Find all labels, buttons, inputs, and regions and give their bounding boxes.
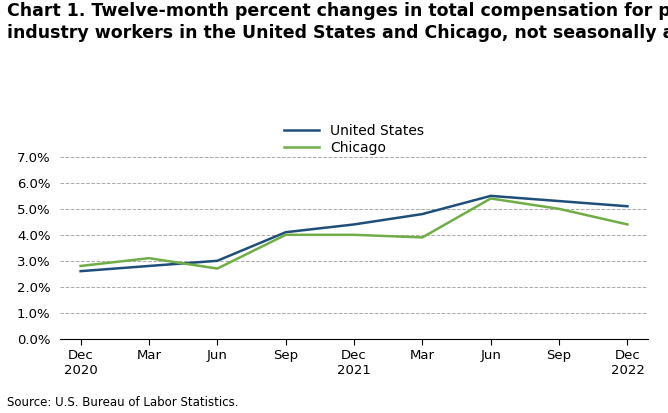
Text: Chart 1. Twelve-month percent changes in total compensation for private
industry: Chart 1. Twelve-month percent changes in… xyxy=(7,2,668,42)
Line: United States: United States xyxy=(81,196,627,271)
United States xyxy=(282,230,290,235)
Chicago xyxy=(418,235,426,240)
Chicago xyxy=(282,233,290,237)
United States xyxy=(487,193,495,198)
Line: Chicago: Chicago xyxy=(81,199,627,268)
United States xyxy=(77,269,85,274)
Text: Source: U.S. Bureau of Labor Statistics.: Source: U.S. Bureau of Labor Statistics. xyxy=(7,396,238,409)
United States xyxy=(555,199,563,204)
Chicago xyxy=(77,263,85,268)
United States xyxy=(623,204,631,209)
Chicago xyxy=(487,196,495,201)
Legend: United States, Chicago: United States, Chicago xyxy=(284,123,424,155)
Chicago xyxy=(350,233,358,237)
United States xyxy=(145,263,153,268)
Chicago xyxy=(555,206,563,211)
Chicago xyxy=(623,222,631,227)
United States xyxy=(213,258,221,263)
United States xyxy=(350,222,358,227)
Chicago xyxy=(213,266,221,271)
United States xyxy=(418,211,426,216)
Chicago xyxy=(145,256,153,261)
